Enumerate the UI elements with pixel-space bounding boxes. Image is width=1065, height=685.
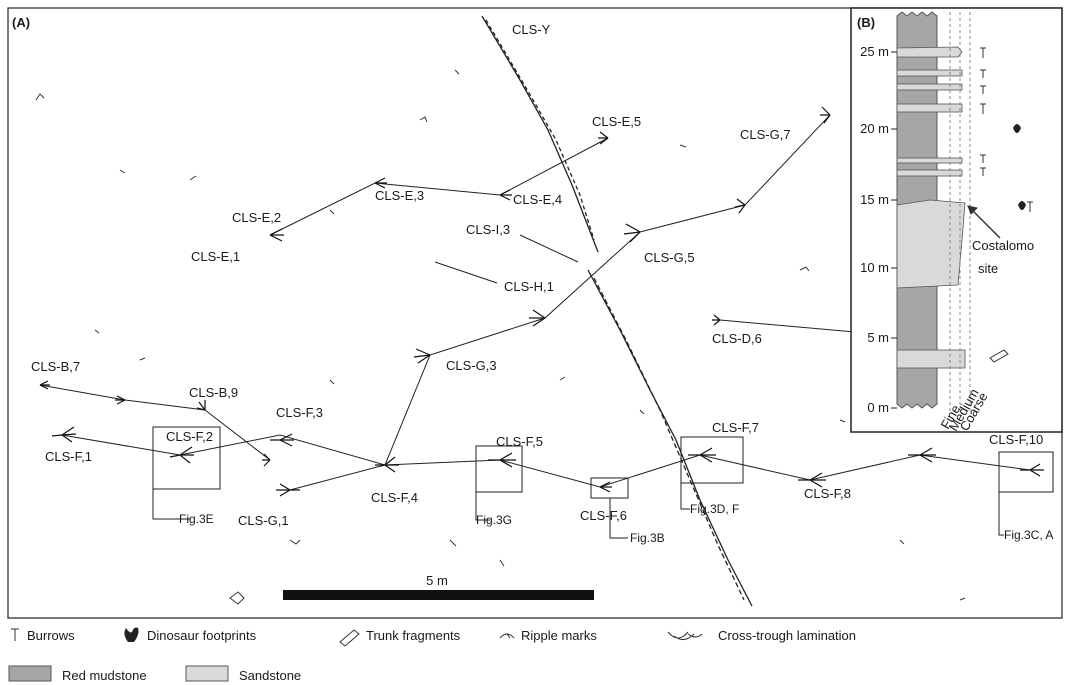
- figure-ref: Fig.3G: [476, 513, 512, 527]
- label: CLS-F,3: [276, 405, 323, 420]
- legend: Burrows Dinosaur footprints Trunk fragme…: [9, 628, 856, 684]
- figure: (A): [0, 0, 1065, 685]
- legend-label: Cross-trough lamination: [718, 628, 856, 643]
- label: CLS-F,2: [166, 429, 213, 444]
- label: CLS-F,7: [712, 420, 759, 435]
- label: CLS-F,4: [371, 490, 418, 505]
- legend-label: Ripple marks: [521, 628, 597, 643]
- label: CLS-E,3: [375, 188, 424, 203]
- panel-b: (B) 0 m: [851, 8, 1062, 434]
- figure-ref: Fig.3D, F: [690, 502, 739, 516]
- label: CLS-F,8: [804, 486, 851, 501]
- label: CLS-E,5: [592, 114, 641, 129]
- legend-label: Trunk fragments: [366, 628, 461, 643]
- height-tick: 20 m: [860, 121, 889, 136]
- label: CLS-G,7: [740, 127, 791, 142]
- label: CLS-F,1: [45, 449, 92, 464]
- label: CLS-F,10: [989, 432, 1043, 447]
- height-tick: 0 m: [867, 400, 889, 415]
- site-label: site: [978, 261, 998, 276]
- height-tick: 15 m: [860, 192, 889, 207]
- legend-label: Burrows: [27, 628, 75, 643]
- height-tick: 25 m: [860, 44, 889, 59]
- panel-label: (A): [12, 15, 30, 30]
- panel-label: (B): [857, 15, 875, 30]
- height-tick: 10 m: [860, 260, 889, 275]
- label: CLS-G,1: [238, 513, 289, 528]
- label: CLS-F,5: [496, 434, 543, 449]
- figure-ref: Fig.3E: [179, 512, 214, 526]
- label: CLS-G,5: [644, 250, 695, 265]
- label: CLS-B,9: [189, 385, 238, 400]
- label: CLS-E,2: [232, 210, 281, 225]
- figure-ref: Fig.3B: [630, 531, 665, 545]
- label: CLS-B,7: [31, 359, 80, 374]
- label: CLS-F,6: [580, 508, 627, 523]
- label: CLS-G,3: [446, 358, 497, 373]
- legend-label: Sandstone: [239, 668, 301, 683]
- label: CLS-D,6: [712, 331, 762, 346]
- scale-bar: [283, 590, 594, 600]
- label: CLS-E,1: [191, 249, 240, 264]
- label: CLS-Y: [512, 22, 551, 37]
- figure-ref: Fig.3C, A: [1004, 528, 1053, 542]
- site-label: Costalomo: [972, 238, 1034, 253]
- label: CLS-H,1: [504, 279, 554, 294]
- label: CLS-E,4: [513, 192, 562, 207]
- legend-label: Dinosaur footprints: [147, 628, 257, 643]
- height-tick: 5 m: [867, 330, 889, 345]
- label: CLS-I,3: [466, 222, 510, 237]
- legend-label: Red mudstone: [62, 668, 147, 683]
- scale-label: 5 m: [426, 573, 448, 588]
